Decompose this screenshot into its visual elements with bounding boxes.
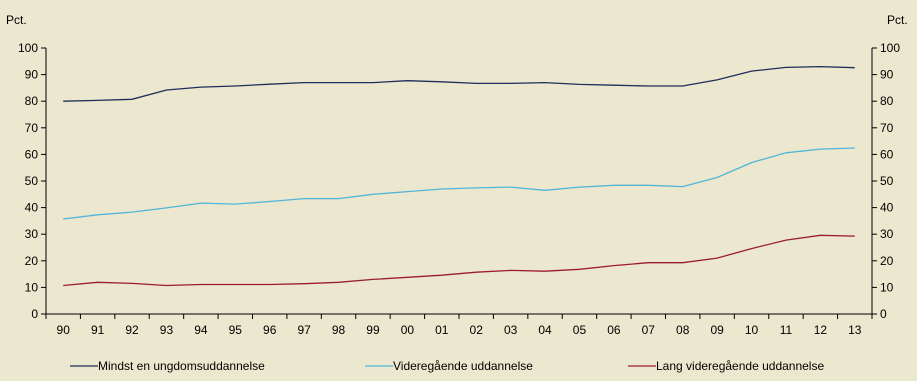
x-tick-label: 94 [194,323,208,337]
y-axis-label-right: Pct. [887,13,908,27]
y-tick-label-right: 90 [880,68,894,82]
x-tick-label: 98 [332,323,346,337]
x-tick-label: 10 [745,323,759,337]
x-tick-label: 13 [848,323,862,337]
series-line [63,147,855,220]
y-tick-label-left: 90 [25,68,39,82]
x-tick-label: 12 [814,323,828,337]
y-tick-label-right: 70 [880,121,894,135]
y-tick-label-left: 30 [25,227,39,241]
x-tick-label: 00 [401,323,415,337]
y-tick-label-right: 50 [880,174,894,188]
y-tick-label-left: 20 [25,254,39,268]
legend-label: Mindst en ungdomsuddannelse [98,359,265,373]
x-tick-label: 07 [642,323,656,337]
x-tick-label: 93 [160,323,174,337]
x-tick-label: 04 [538,323,552,337]
y-tick-label-left: 60 [25,147,39,161]
y-tick-label-left: 50 [25,174,39,188]
y-tick-label-right: 20 [880,254,894,268]
legend-label: Videregående uddannelse [393,359,533,373]
x-tick-label: 90 [57,323,71,337]
y-tick-label-right: 10 [880,280,894,294]
x-tick-label: 99 [366,323,380,337]
x-tick-label: 08 [676,323,690,337]
series-lines [63,65,855,287]
x-tick-label: 03 [504,323,518,337]
x-tick-label: 01 [435,323,449,337]
y-tick-label-right: 60 [880,147,894,161]
y-tick-label-right: 30 [880,227,894,241]
y-axis-label-left: Pct. [6,13,27,27]
y-tick-label-right: 0 [880,307,887,321]
y-tick-label-left: 80 [25,94,39,108]
x-tick-label: 97 [297,323,311,337]
x-tick-label: 92 [125,323,139,337]
x-tick-label: 95 [229,323,243,337]
x-tick-label: 02 [470,323,484,337]
y-tick-label-left: 40 [25,201,39,215]
y-tick-label-left: 100 [18,41,38,55]
x-tick-label: 05 [573,323,587,337]
x-tick-label: 11 [780,323,793,337]
y-tick-label-left: 0 [31,307,38,321]
series-line [63,65,855,102]
y-tick-label-left: 10 [25,280,39,294]
x-tick-label: 06 [607,323,621,337]
x-tick-label: 96 [263,323,277,337]
x-tick-label: 09 [710,323,724,337]
y-tick-label-right: 100 [880,41,900,55]
series-line [63,234,855,287]
y-tick-label-right: 80 [880,94,894,108]
legend: Mindst en ungdomsuddannelse Videregående … [70,359,824,373]
y-tick-label-right: 40 [880,201,894,215]
y-tick-label-left: 70 [25,121,39,135]
legend-label: Lang videregående uddannelse [656,359,824,373]
x-tick-label: 91 [91,323,105,337]
